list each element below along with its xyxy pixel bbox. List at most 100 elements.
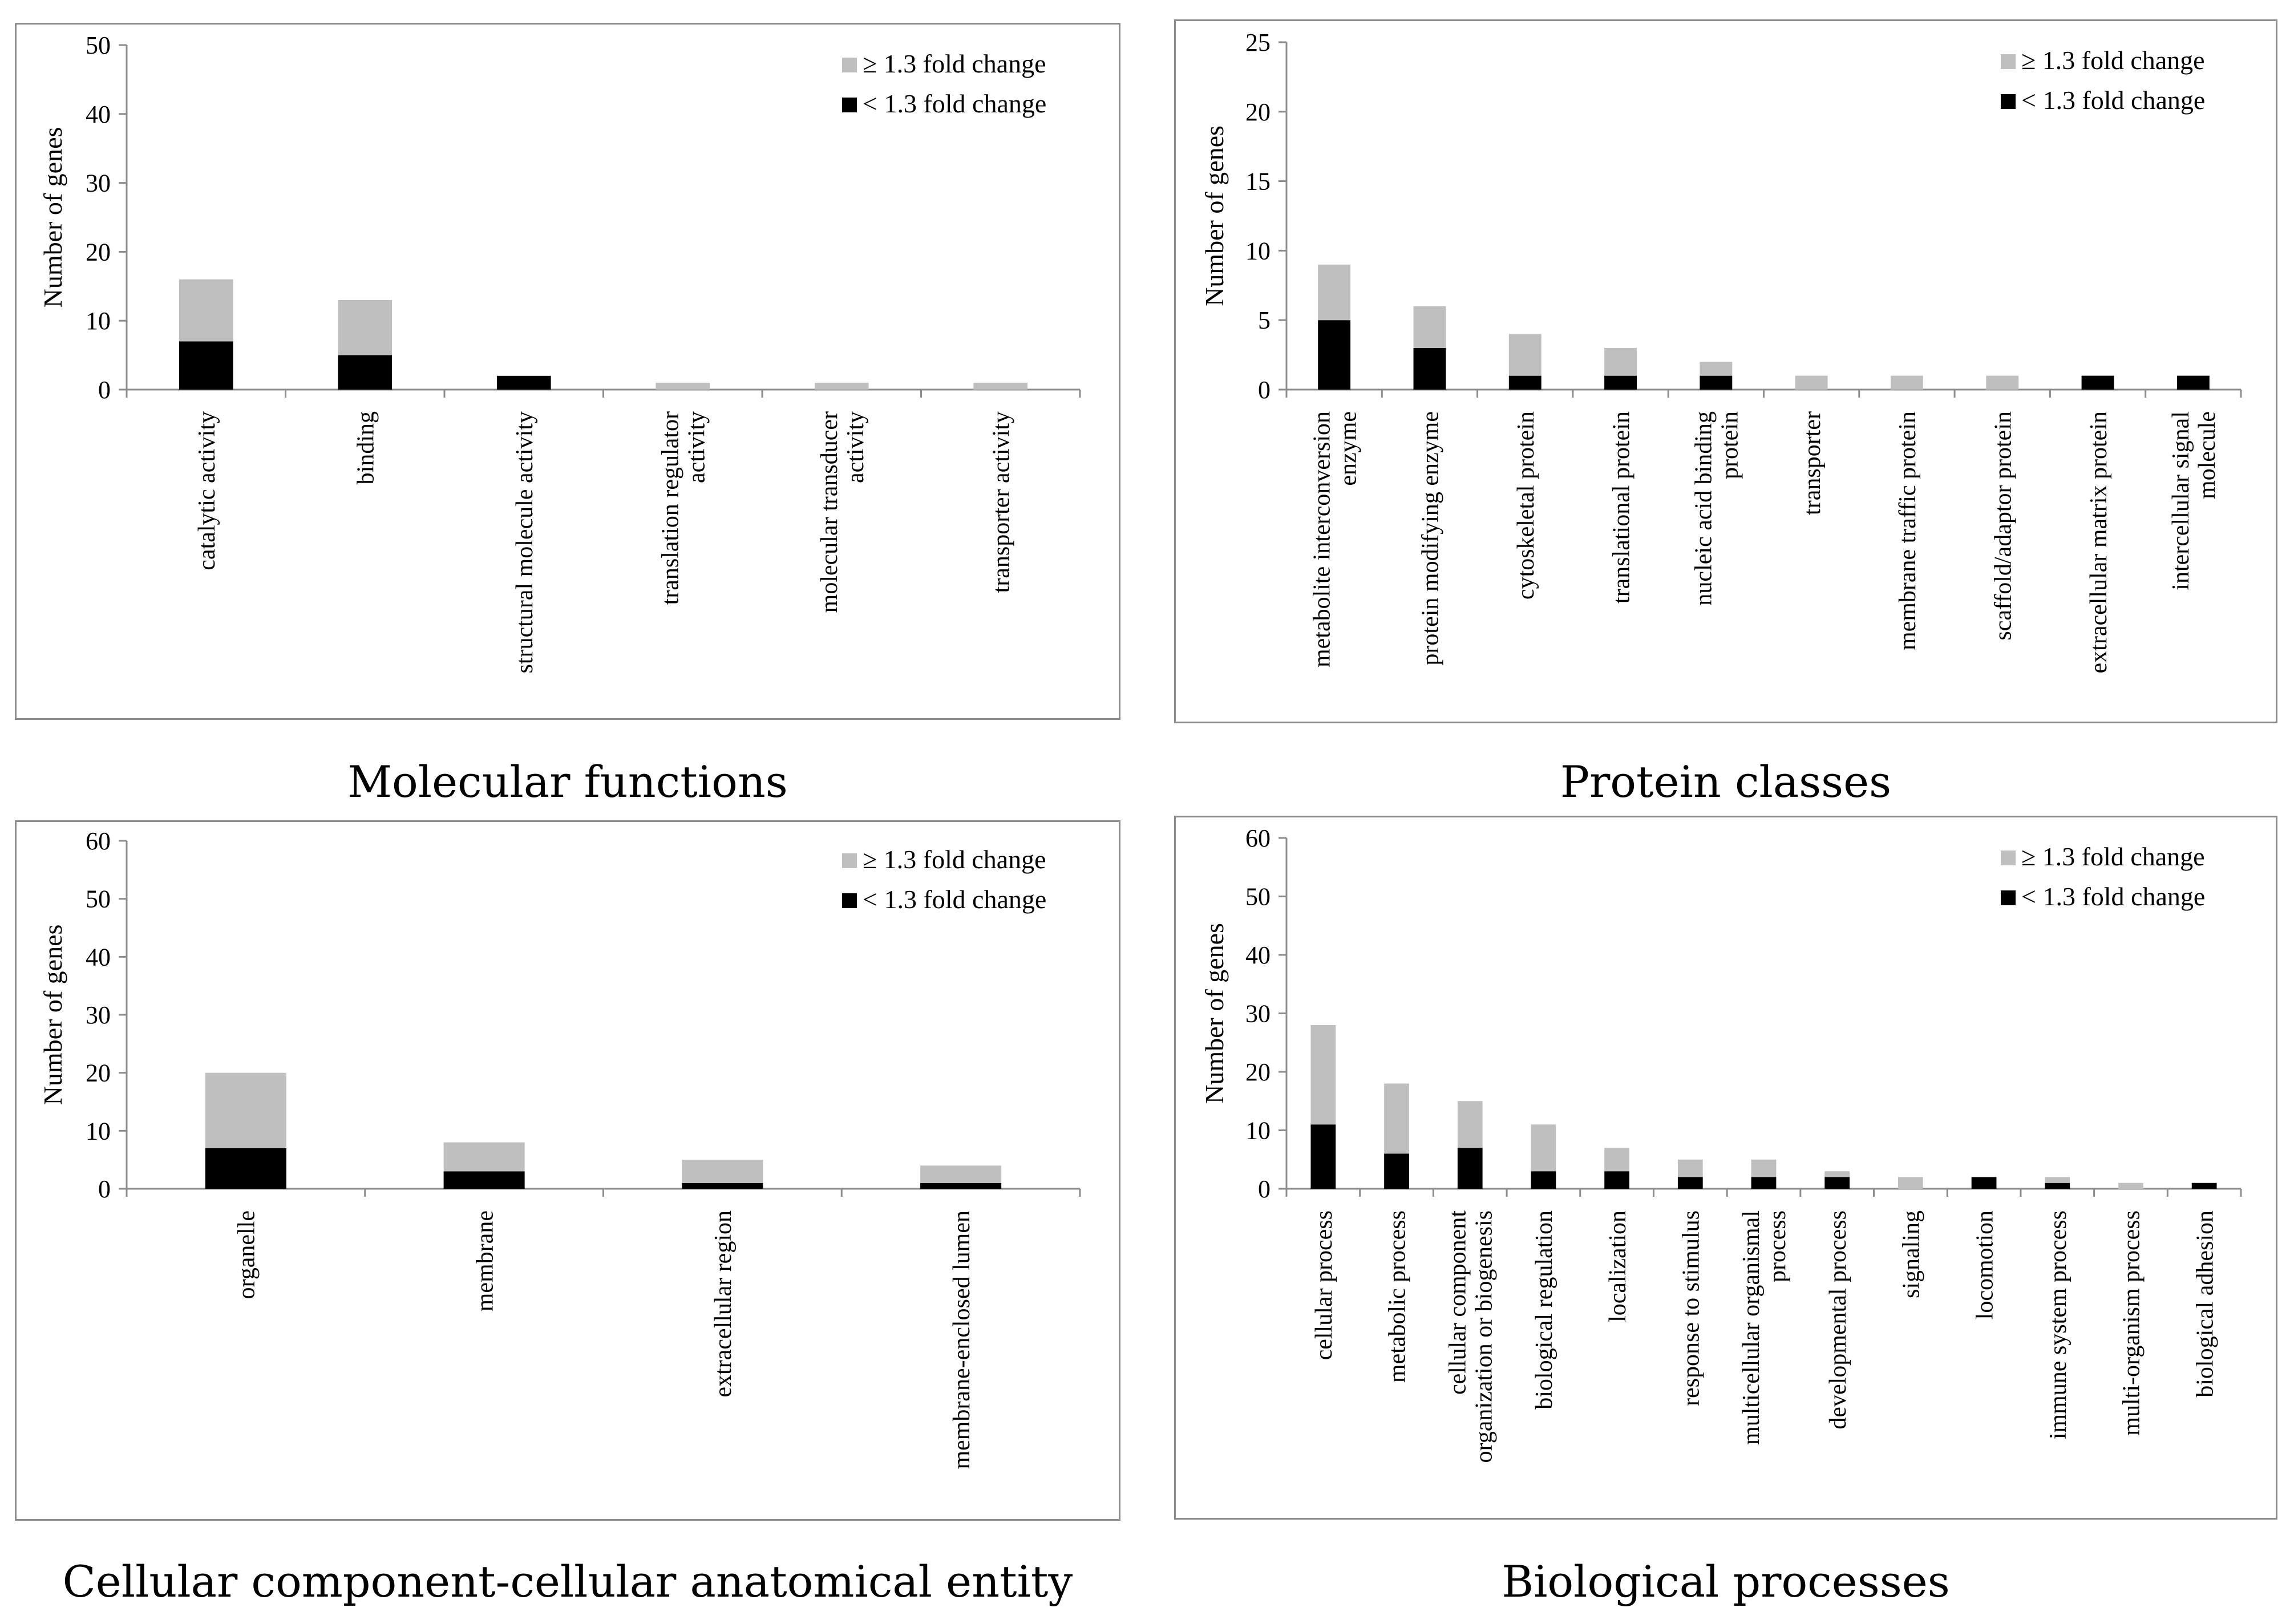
- bar-metabolite-interconversion-enzyme-ge: [1318, 264, 1351, 321]
- bar-structural-molecule-activity-lt: [496, 375, 551, 390]
- bar-nucleic-acid-binding-protein-ge: [1700, 362, 1733, 376]
- x-tick-label: biological adhesion: [2192, 1210, 2218, 1398]
- bar-transporter-activity-ge: [973, 382, 1028, 390]
- legend-swatch-lt: [842, 893, 857, 908]
- x-tick-label: intercellular signal: [2168, 411, 2194, 590]
- legend-swatch-ge: [2001, 851, 2016, 865]
- x-tick-label: cellular process: [1311, 1210, 1337, 1360]
- x-tick-label: metabolite interconversion: [1309, 411, 1335, 667]
- bar-developmental-process-lt: [1824, 1177, 1850, 1189]
- bar-extracellular-region-ge: [682, 1160, 763, 1183]
- y-axis-title: Number of genes: [1200, 125, 1229, 306]
- bar-intercellular-signal-molecule-lt: [2176, 375, 2210, 390]
- legend-label-lt: < 1.3 fold change: [2021, 86, 2205, 115]
- x-tick-label: localization: [1605, 1210, 1631, 1322]
- bar-catalytic-activity-ge: [179, 279, 233, 342]
- y-tick-label: 10: [1245, 1117, 1271, 1145]
- y-tick-label: 25: [1245, 29, 1271, 56]
- bar-cellular-component-organization-or-biogenesis-lt: [1457, 1148, 1483, 1189]
- legend-label-lt: < 1.3 fold change: [2021, 882, 2205, 911]
- bar-biological-adhesion-lt: [2191, 1182, 2217, 1189]
- bar-biological-regulation-lt: [1531, 1171, 1556, 1189]
- bar-membrane-enclosed-lumen-lt: [920, 1182, 1002, 1189]
- bar-membrane-lt: [443, 1171, 525, 1189]
- x-tick-label: protein modifying enzyme: [1418, 411, 1444, 666]
- bar-membrane-traffic-protein-ge: [1891, 375, 1923, 390]
- x-tick-label: locomotion: [1972, 1210, 1998, 1319]
- x-tick-label: multicellular organismal: [1738, 1210, 1765, 1445]
- bar-nucleic-acid-binding-protein-lt: [1700, 375, 1733, 390]
- panel-frame-biological-processes: [1174, 816, 2277, 1520]
- y-tick-label: 50: [1245, 883, 1271, 911]
- x-tick-label: extracellular matrix protein: [2086, 411, 2112, 673]
- bar-immune-system-process-lt: [2045, 1182, 2070, 1189]
- y-tick-label: 30: [86, 169, 111, 197]
- bar-cytoskeletal-protein-ge: [1508, 334, 1542, 376]
- bar-membrane-ge: [443, 1142, 525, 1172]
- x-tick-label: translational protein: [1608, 411, 1634, 604]
- x-tick-label: transporter activity: [988, 411, 1014, 593]
- bar-multicellular-organismal-process-ge: [1751, 1159, 1777, 1177]
- y-tick-label: 5: [1258, 306, 1271, 334]
- legend-swatch-lt: [2001, 890, 2016, 905]
- bar-metabolic-process-ge: [1384, 1083, 1409, 1154]
- legend-swatch-ge: [842, 58, 857, 72]
- x-tick-label: nucleic acid binding: [1691, 411, 1717, 606]
- legend-swatch-lt: [2001, 94, 2016, 109]
- bar-membrane-enclosed-lumen-ge: [920, 1165, 1002, 1183]
- legend-label-ge: ≥ 1.3 fold change: [863, 49, 1046, 78]
- y-tick-label: 10: [86, 307, 111, 335]
- bar-multi-organism-process-ge: [2118, 1182, 2143, 1189]
- x-tick-label: molecular transducer: [816, 411, 843, 613]
- x-tick-label: membrane traffic protein: [1895, 411, 1921, 650]
- bar-organelle-lt: [205, 1148, 286, 1189]
- bar-translational-protein-lt: [1604, 375, 1637, 390]
- x-tick-label: metabolic process: [1385, 1210, 1411, 1383]
- y-axis-title: Number of genes: [38, 127, 67, 308]
- bar-response-to-stimulus-lt: [1677, 1177, 1703, 1189]
- bar-metabolite-interconversion-enzyme-lt: [1318, 320, 1351, 390]
- y-tick-label: 15: [1245, 168, 1271, 196]
- bar-extracellular-matrix-protein-lt: [2081, 375, 2114, 390]
- legend-label-lt: < 1.3 fold change: [863, 885, 1046, 914]
- x-tick-label: extracellular region: [710, 1210, 737, 1398]
- bar-protein-modifying-enzyme-lt: [1413, 347, 1446, 390]
- x-tick-label: cytoskeletal protein: [1513, 411, 1539, 600]
- x-tick-label: structural molecule activity: [512, 411, 538, 674]
- caption-molecular-functions: Molecular functions: [347, 756, 788, 807]
- legend-label-ge: ≥ 1.3 fold change: [2021, 46, 2205, 75]
- x-tick-label: binding: [353, 411, 379, 484]
- y-tick-label: 30: [86, 1001, 111, 1029]
- y-tick-label: 50: [86, 885, 111, 913]
- bar-signaling-ge: [1898, 1177, 1923, 1189]
- y-tick-label: 0: [1258, 1175, 1271, 1203]
- legend-swatch-ge: [2001, 54, 2016, 69]
- y-tick-label: 40: [86, 943, 111, 971]
- bar-response-to-stimulus-ge: [1677, 1159, 1703, 1177]
- bar-catalytic-activity-lt: [179, 341, 233, 390]
- x-tick-label: protein: [1717, 411, 1743, 479]
- y-tick-label: 10: [86, 1117, 111, 1145]
- legend-label-ge: ≥ 1.3 fold change: [863, 845, 1046, 874]
- x-tick-label: response to stimulus: [1678, 1210, 1705, 1406]
- bar-protein-modifying-enzyme-ge: [1413, 306, 1446, 348]
- caption-cellular-component: Cellular component-cellular anatomical e…: [62, 1556, 1073, 1607]
- y-tick-label: 40: [1245, 941, 1271, 969]
- y-tick-label: 20: [86, 1059, 111, 1087]
- bar-translation-regulator-activity-ge: [656, 382, 710, 390]
- x-tick-label: immune system process: [2045, 1210, 2072, 1439]
- x-tick-label: translation regulator: [657, 411, 683, 605]
- x-tick-label: molecule: [2194, 411, 2220, 499]
- bar-localization-lt: [1604, 1171, 1629, 1189]
- y-tick-label: 60: [86, 827, 111, 855]
- x-tick-label: membrane: [472, 1210, 498, 1311]
- bar-translational-protein-ge: [1604, 347, 1637, 376]
- x-tick-label: enzyme: [1335, 411, 1361, 486]
- bar-multicellular-organismal-process-lt: [1751, 1177, 1777, 1189]
- y-axis-title: Number of genes: [38, 925, 67, 1105]
- y-tick-label: 60: [1245, 824, 1271, 852]
- x-tick-label: organization or biogenesis: [1471, 1210, 1497, 1463]
